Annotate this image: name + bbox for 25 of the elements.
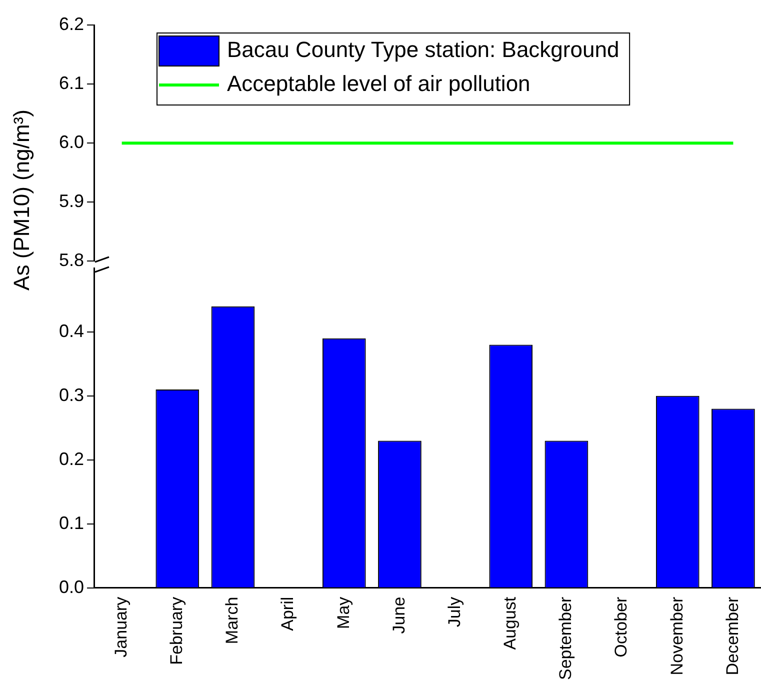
y-tick-label: 5.9 <box>58 191 84 212</box>
y-tick-label: 0.0 <box>58 576 84 597</box>
x-tick-label: February <box>167 596 186 665</box>
x-tick-label: August <box>500 596 520 650</box>
x-tick-label: June <box>389 596 408 634</box>
x-tick-label: March <box>222 596 242 644</box>
y-axis-title: As (PM10) (ng/m³) <box>9 110 35 290</box>
legend-label: Bacau County Type station: Background <box>227 37 620 62</box>
x-tick-label: September <box>556 596 576 680</box>
y-tick-label: 6.2 <box>58 14 84 34</box>
x-tick-label: July <box>444 596 464 628</box>
y-tick-label: 5.8 <box>58 250 84 270</box>
x-tick-label: October <box>612 596 631 658</box>
y-tick-label: 0.1 <box>58 512 84 533</box>
x-tick-label: April <box>278 596 298 631</box>
y-tick-label: 0.4 <box>58 320 84 341</box>
x-tick-label: May <box>334 596 353 629</box>
y-tick-label: 0.3 <box>58 384 84 405</box>
y-tick-label: 6.1 <box>58 73 84 94</box>
x-tick-label: November <box>667 596 686 676</box>
y-tick-label: 6.0 <box>58 132 84 152</box>
x-tick-label: January <box>112 596 130 658</box>
legend-label: Acceptable level of air pollution <box>227 71 530 96</box>
y-tick-label: 0.2 <box>58 448 84 469</box>
x-tick-label: December <box>722 596 742 676</box>
